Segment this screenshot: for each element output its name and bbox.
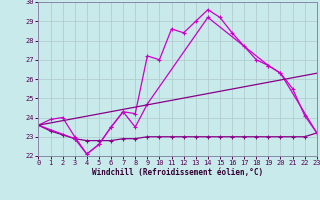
X-axis label: Windchill (Refroidissement éolien,°C): Windchill (Refroidissement éolien,°C) — [92, 168, 263, 177]
